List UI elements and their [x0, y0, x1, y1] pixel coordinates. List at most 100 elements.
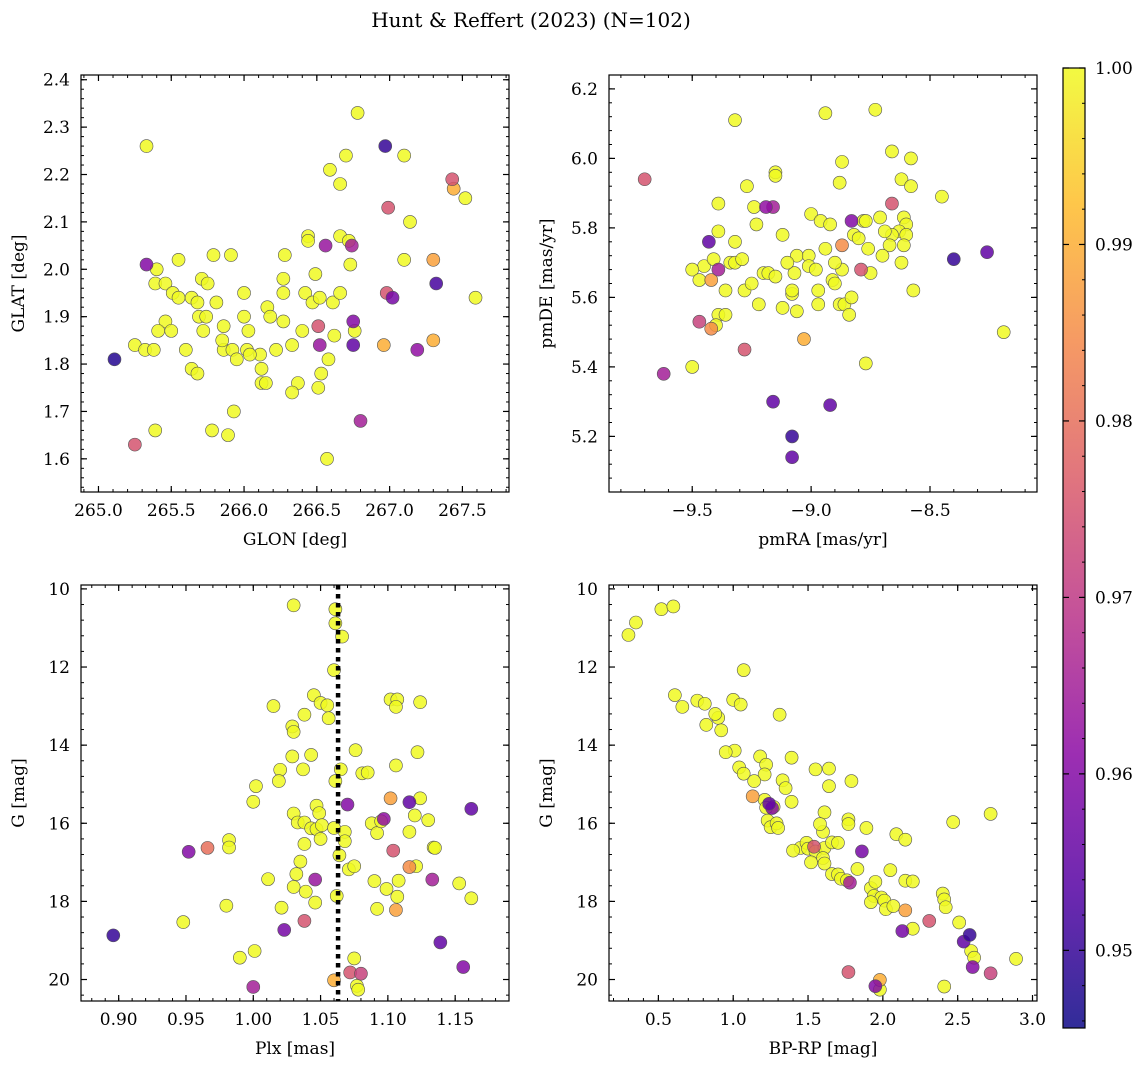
scatter-point — [333, 286, 347, 300]
scatter-point — [861, 241, 875, 256]
scatter-point — [809, 262, 823, 277]
x-tick-label: 2.0 — [869, 1010, 896, 1030]
plot-frame — [80, 584, 510, 1002]
x-tick-label: 0.5 — [645, 1010, 672, 1030]
scatter-point — [785, 283, 799, 298]
scatter-point — [771, 821, 785, 835]
scatter-point — [254, 361, 269, 376]
scatter-point — [397, 148, 411, 163]
scatter-point — [668, 688, 682, 702]
scatter-point — [885, 144, 899, 159]
scatter-point — [410, 745, 425, 759]
scatter-point — [817, 856, 832, 871]
scatter-point — [296, 762, 310, 777]
scatter-point — [222, 840, 236, 855]
colorbar-gradient — [1062, 67, 1086, 1029]
scatter-point — [389, 700, 403, 714]
scatter-point — [785, 450, 799, 465]
scatter-point — [224, 248, 238, 262]
scatter-point — [456, 960, 471, 974]
scatter-point — [922, 914, 937, 928]
scatter-point — [831, 836, 845, 850]
scatter-point — [749, 217, 764, 232]
scatter-point — [164, 324, 179, 338]
scatter-point — [308, 872, 322, 887]
scatter-point — [735, 252, 749, 266]
y-tick-label: 2.3 — [43, 118, 70, 138]
scatter-point — [139, 139, 154, 153]
scatter-point — [702, 235, 716, 249]
scatter-point — [378, 139, 393, 153]
scatter-point — [778, 781, 793, 795]
scatter-point — [151, 324, 165, 338]
scatter-point — [426, 333, 441, 348]
scatter-point — [350, 106, 365, 120]
scatter-point — [935, 189, 949, 204]
scatter-point — [996, 325, 1011, 339]
scatter-point — [219, 898, 234, 913]
scatter-point — [711, 196, 726, 211]
scatter-point — [171, 253, 186, 267]
scatter-point — [297, 837, 312, 851]
x-tick-label: 3.0 — [1019, 1010, 1046, 1030]
y-tick-label: 18 — [48, 892, 70, 912]
scatter-point — [229, 352, 244, 367]
scatter-point — [733, 697, 748, 712]
scatter-point — [128, 437, 142, 452]
scatter-point — [107, 352, 122, 367]
scatter-point — [784, 794, 799, 809]
scatter-point — [952, 915, 966, 930]
scatter-point — [883, 863, 898, 877]
scatter-point — [804, 207, 818, 221]
scatter-point — [413, 695, 427, 709]
scatter-point — [868, 875, 883, 889]
scatter-point — [980, 245, 994, 260]
scatter-point — [692, 314, 707, 329]
scatter-point — [426, 253, 441, 267]
scatter-point — [383, 791, 398, 806]
panels-group: 265.0 265.5 266.0 266.5 267.0 267.5 1.6 1.7 1.8 1… — [9, 71, 1046, 1059]
scatter-point — [946, 815, 960, 829]
scatter-point — [858, 356, 873, 371]
scatter-point — [983, 966, 998, 981]
scatter-point — [196, 324, 211, 338]
y-tick-label: 20 — [576, 971, 598, 991]
scatter-point — [285, 338, 299, 352]
scatter-point — [274, 900, 289, 915]
y-tick-label: 16 — [48, 814, 70, 834]
scatter-point — [851, 231, 866, 246]
scatter-point — [637, 172, 652, 187]
scatter-point — [842, 307, 856, 322]
scatter-point — [285, 385, 299, 400]
x-axis-label: BP-RP [mag] — [769, 1039, 878, 1059]
scatter-point — [346, 314, 361, 329]
scatter-point — [807, 839, 821, 854]
scatter-point — [768, 168, 783, 183]
scatter-point — [237, 286, 251, 300]
scatter-point — [313, 832, 328, 846]
scatter-point — [759, 200, 773, 214]
scatter-point — [370, 826, 384, 840]
scatter-point — [314, 366, 329, 381]
scatter-point — [328, 616, 343, 631]
scatter-point — [906, 283, 921, 298]
y-tick-label: 2.4 — [43, 71, 70, 91]
scatter-point — [370, 902, 384, 916]
scatter-point — [718, 307, 733, 322]
scatter-point — [868, 979, 883, 993]
scatter-point — [402, 860, 417, 874]
scatter-point — [333, 177, 347, 191]
scatter-point — [205, 423, 219, 438]
scatter-point — [241, 324, 256, 338]
scatter-point — [402, 795, 417, 809]
scatter-point — [295, 324, 310, 338]
x-axis-label: pmRA [mas/yr] — [758, 530, 887, 550]
scatter-point — [148, 423, 163, 438]
scatter-point — [768, 269, 783, 284]
scatter-point — [854, 262, 868, 277]
y-tick-label: 5.8 — [571, 219, 598, 239]
colorbar-tick-label: 0.99 — [1095, 235, 1133, 255]
scatter-point — [360, 765, 375, 780]
scatter-point — [377, 812, 391, 826]
scatter-point — [269, 343, 283, 357]
